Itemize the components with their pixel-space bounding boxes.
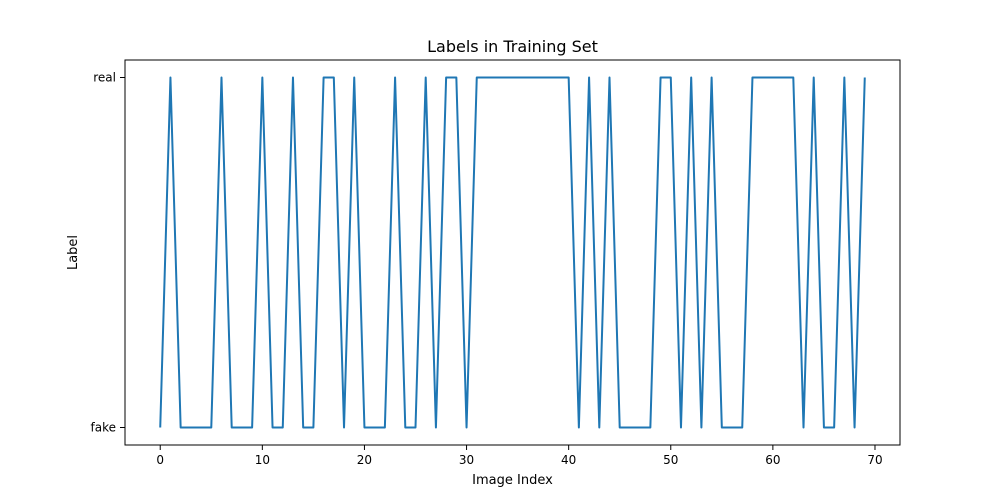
- y-tick-label-fake: fake: [91, 421, 116, 435]
- chart-title: Labels in Training Set: [427, 37, 598, 56]
- plot-frame: [124, 59, 901, 446]
- x-tick-label: 10: [255, 453, 270, 467]
- y-axis-label: Label: [66, 235, 81, 270]
- x-axis-ticks: 0 10 20 30 40 50 60 70: [156, 445, 883, 467]
- x-tick-label: 50: [663, 453, 678, 467]
- x-tick-label: 30: [459, 453, 474, 467]
- x-tick-label: 40: [561, 453, 576, 467]
- plot-background: [125, 60, 900, 445]
- x-tick-label: 20: [357, 453, 372, 467]
- x-tick-label: 70: [867, 453, 882, 467]
- x-tick-label: 0: [156, 453, 164, 467]
- y-tick-label-real: real: [93, 71, 116, 85]
- x-axis-label: Image Index: [472, 473, 553, 488]
- x-tick-label: 60: [765, 453, 780, 467]
- series-layer: [159, 76, 866, 429]
- y-axis-ticks: fake real: [91, 71, 125, 435]
- series-line-0: [159, 76, 866, 429]
